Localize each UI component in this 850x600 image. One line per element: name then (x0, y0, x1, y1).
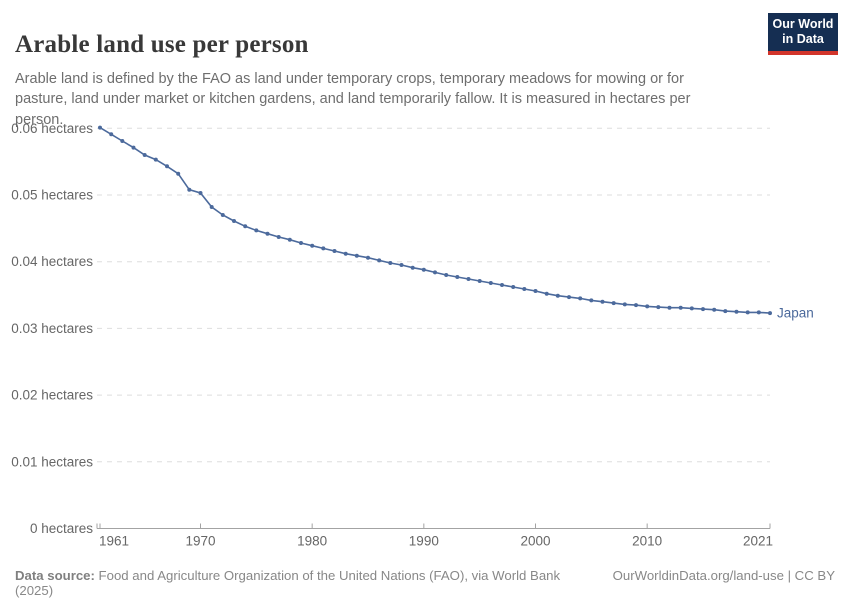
data-point[interactable] (455, 275, 460, 279)
data-point[interactable] (689, 306, 694, 311)
x-axis-tick-label: 1961 (99, 534, 129, 549)
y-axis-tick-label: 0.04 hectares (11, 254, 93, 269)
data-point[interactable] (667, 305, 672, 310)
data-point[interactable] (120, 139, 125, 143)
data-point[interactable] (232, 219, 236, 223)
data-point[interactable] (310, 243, 315, 248)
chart-footer: Data source: Food and Agriculture Organi… (15, 568, 835, 598)
data-point[interactable] (165, 164, 169, 169)
data-point[interactable] (176, 171, 181, 176)
data-point[interactable] (265, 231, 270, 236)
x-axis-tick-label: 1990 (409, 534, 439, 549)
data-point[interactable] (187, 187, 192, 192)
data-point[interactable] (287, 237, 292, 242)
x-axis-tick-label: 2000 (520, 534, 550, 549)
data-point[interactable] (712, 307, 717, 312)
data-point[interactable] (354, 253, 359, 258)
data-point[interactable] (511, 285, 516, 289)
data-point[interactable] (734, 309, 739, 314)
owid-logo-line1: Our World (772, 17, 834, 31)
data-point[interactable] (433, 270, 437, 275)
owid-logo-line2: in Data (782, 32, 824, 46)
data-point[interactable] (745, 310, 750, 315)
series-end-label[interactable]: Japan (777, 306, 814, 321)
owid-license-link[interactable]: OurWorldinData.org/land-use | CC BY (612, 568, 835, 583)
data-point[interactable] (377, 258, 382, 263)
data-point[interactable] (410, 265, 415, 270)
y-axis-tick-label: 0.03 hectares (11, 321, 93, 336)
data-point[interactable] (254, 228, 259, 233)
data-point[interactable] (109, 132, 114, 137)
y-axis-tick-label: 0.06 hectares (11, 121, 93, 136)
data-point[interactable] (444, 273, 449, 277)
chart-subtitle: Arable land is defined by the FAO as lan… (15, 70, 691, 128)
data-point[interactable] (488, 281, 493, 285)
data-point[interactable] (533, 289, 538, 293)
data-point[interactable] (366, 255, 370, 260)
data-point[interactable] (701, 307, 705, 312)
data-point[interactable] (634, 303, 638, 308)
data-point[interactable] (321, 246, 326, 251)
page-title: Arable land use per person (15, 30, 309, 58)
y-axis-tick-label: 0.01 hectares (11, 454, 93, 469)
x-axis-tick-label: 2021 (743, 534, 773, 549)
owid-logo[interactable]: Our World in Data (768, 13, 838, 55)
data-point[interactable] (500, 283, 504, 287)
data-point[interactable] (388, 261, 393, 265)
data-point[interactable] (421, 267, 426, 272)
x-axis-tick-label: 2010 (632, 534, 662, 549)
data-point[interactable] (466, 277, 471, 281)
data-point[interactable] (589, 298, 594, 303)
data-point[interactable] (567, 295, 571, 300)
x-axis-tick-label: 1980 (297, 534, 327, 549)
data-point[interactable] (656, 305, 661, 310)
data-point[interactable] (332, 249, 337, 253)
data-point[interactable] (645, 304, 650, 309)
data-point[interactable] (678, 305, 683, 310)
data-point[interactable] (343, 251, 348, 256)
data-source-note: Data source: Food and Agriculture Organi… (15, 568, 593, 598)
data-point[interactable] (299, 241, 303, 245)
y-axis-tick-label: 0.02 hectares (11, 388, 93, 403)
data-point[interactable] (276, 235, 281, 239)
data-point[interactable] (611, 301, 616, 306)
y-axis-tick-label: 0 hectares (30, 521, 93, 536)
data-point[interactable] (522, 287, 527, 291)
data-point[interactable] (600, 299, 605, 304)
data-point[interactable] (622, 302, 627, 307)
data-point[interactable] (131, 145, 136, 150)
data-point[interactable] (142, 153, 147, 157)
data-point[interactable] (399, 263, 404, 267)
data-point[interactable] (243, 224, 248, 229)
data-point[interactable] (768, 311, 772, 316)
data-point[interactable] (756, 310, 761, 315)
data-source-label: Data source: (15, 568, 95, 583)
x-axis-tick-label: 1970 (185, 534, 215, 549)
data-source-text: Food and Agriculture Organization of the… (15, 568, 561, 598)
data-point[interactable] (98, 125, 102, 130)
y-axis-tick-label: 0.05 hectares (11, 188, 93, 203)
data-point[interactable] (555, 293, 560, 298)
data-point[interactable] (153, 157, 158, 162)
data-point[interactable] (198, 191, 203, 195)
line-series-japan[interactable] (99, 126, 771, 314)
data-point[interactable] (209, 205, 214, 209)
data-point[interactable] (723, 309, 728, 314)
data-point[interactable] (477, 279, 482, 283)
data-point[interactable] (220, 213, 225, 217)
data-point[interactable] (578, 296, 583, 301)
data-point[interactable] (544, 291, 549, 296)
line-chart-canvas[interactable]: 0 hectares 0.01 hectares 0.02 hectares 0.03… (0, 112, 850, 564)
